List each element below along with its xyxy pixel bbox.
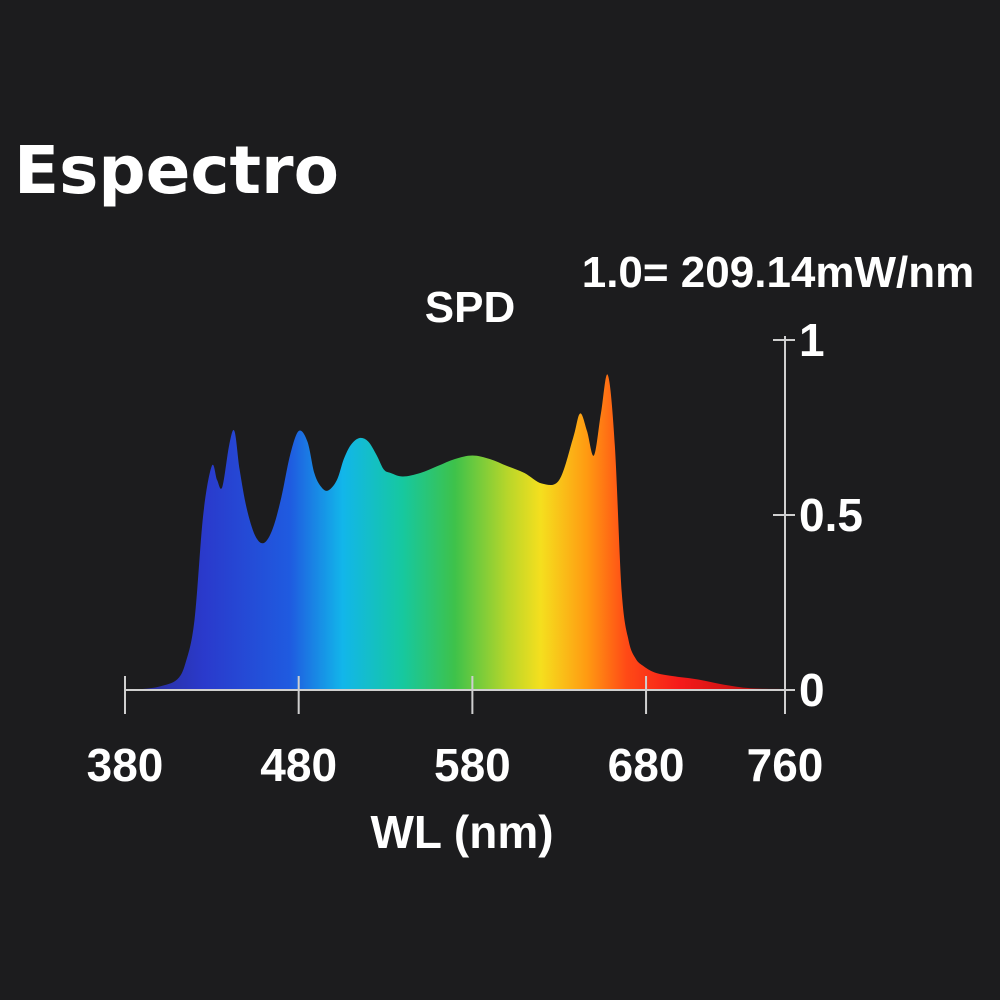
x-tick-label: 380 — [87, 739, 164, 791]
y-tick-label: 0.5 — [799, 489, 863, 541]
x-axis-label: WL (nm) — [370, 806, 553, 858]
label-layer: 380 480 580 680 760 0 0.5 1 — [87, 314, 863, 791]
y-tick-label: 1 — [799, 314, 825, 366]
x-tick-label: 680 — [608, 739, 685, 791]
page-title: Espectro — [14, 132, 339, 209]
spd-area — [125, 374, 785, 690]
x-tick-label: 580 — [434, 739, 511, 791]
scale-note: 1.0= 209.14mW/nm — [582, 248, 975, 297]
x-tick-label: 760 — [747, 739, 824, 791]
axis-layer — [124, 336, 795, 714]
x-tick-label: 480 — [260, 739, 337, 791]
y-tick-label: 0 — [799, 664, 825, 716]
chart-title: SPD — [425, 283, 515, 332]
